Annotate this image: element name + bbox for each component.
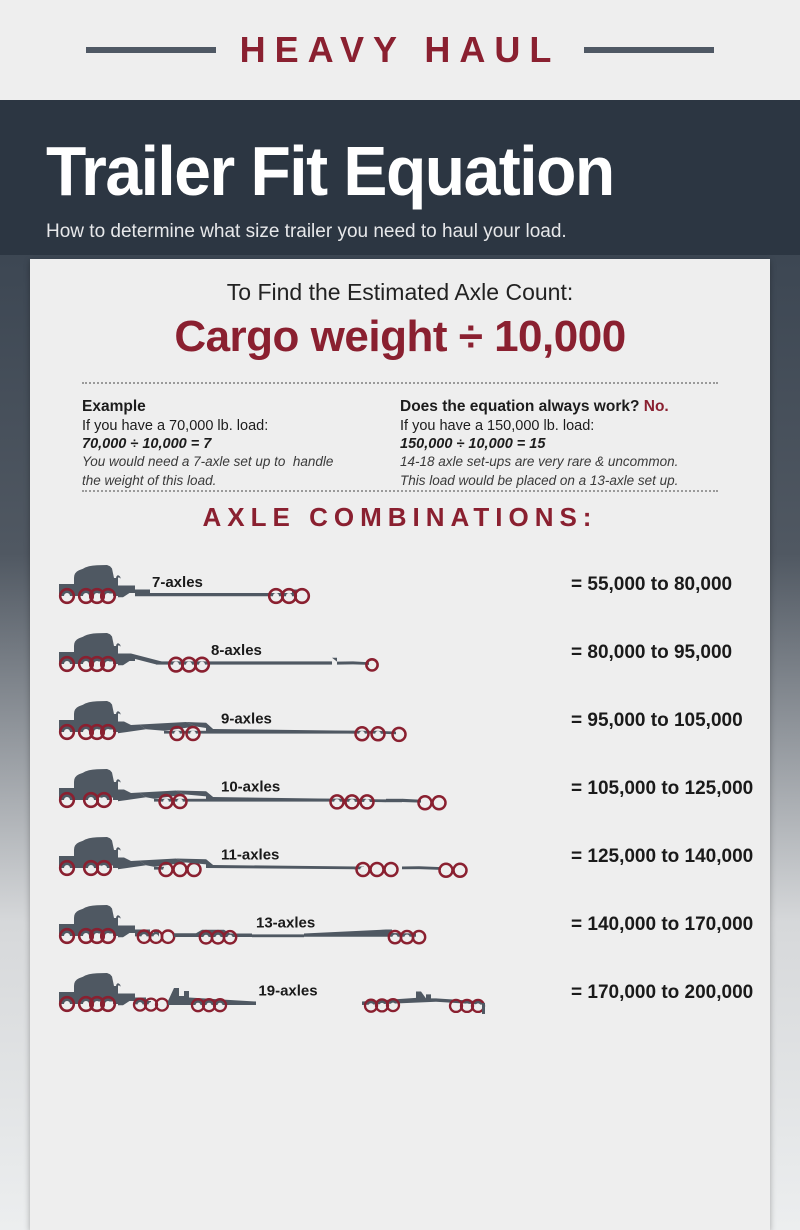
- svg-text:10-axles: 10-axles: [221, 778, 280, 795]
- svg-text:11-axles: 11-axles: [221, 846, 279, 863]
- svg-text:7-axles: 7-axles: [152, 574, 203, 591]
- svg-text:19-axles: 19-axles: [258, 982, 317, 999]
- svg-text:13-axles: 13-axles: [256, 914, 315, 931]
- svg-text:8-axles: 8-axles: [211, 642, 262, 659]
- svg-text:9-axles: 9-axles: [221, 710, 272, 727]
